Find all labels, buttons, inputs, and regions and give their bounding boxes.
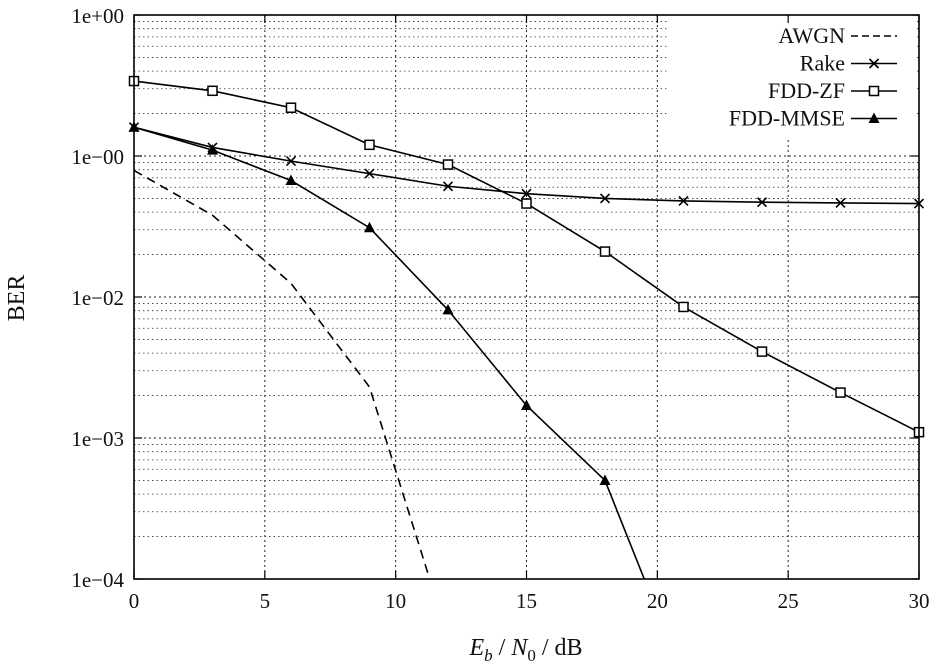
x-marker-stroke [285, 156, 297, 167]
x-tick-label: 15 [516, 589, 537, 613]
x-tick-label: 30 [909, 589, 930, 613]
x-tick-label: 20 [647, 589, 668, 613]
triangle-marker [364, 221, 375, 233]
x-marker-stroke [678, 195, 689, 207]
square-marker [868, 85, 880, 97]
x-marker-stroke [868, 58, 880, 69]
square-marker [442, 159, 454, 170]
square-marker [285, 102, 297, 113]
x-marker [599, 193, 611, 204]
square-marker [521, 198, 532, 209]
x-tick-label: 10 [385, 589, 406, 613]
y-tick-label: 1e−04 [71, 568, 124, 592]
x-marker [285, 156, 297, 167]
x-marker [442, 181, 454, 192]
x-axis-title-sub0: 0 [527, 646, 536, 663]
tick-labels: 0 5 10 15 20 25 30 1e+00 1e−00 1e−02 1e−03 1e−04 [71, 4, 929, 613]
series-line-fdd-mmse [133, 126, 645, 580]
x-marker-stroke [599, 193, 611, 204]
y-tick-label: 1e−00 [71, 145, 124, 169]
x-marker [678, 195, 689, 207]
square-marker [364, 139, 375, 151]
triangle-marker [442, 303, 454, 315]
triangle-marker [521, 399, 532, 411]
legend-label-fdd-zf: FDD-ZF [768, 78, 845, 103]
triangle-marker [285, 174, 297, 186]
square-marker [835, 387, 846, 398]
triangle-marker [207, 144, 218, 155]
x-tick-label: 25 [778, 589, 799, 613]
square-marker [756, 346, 768, 357]
x-marker [364, 168, 375, 179]
x-marker-stroke [442, 181, 454, 192]
x-axis-title-b: b [484, 646, 493, 663]
x-marker-stroke [756, 197, 768, 208]
series-line-awgn [133, 169, 431, 580]
square-marker [207, 85, 218, 97]
y-tick-label: 1e−02 [71, 286, 124, 310]
x-marker [756, 197, 768, 208]
grid [134, 15, 919, 579]
triangle-marker [868, 112, 880, 123]
y-tick-label: 1e−03 [71, 427, 124, 451]
x-tick-label: 5 [260, 589, 271, 613]
x-marker [521, 188, 532, 199]
legend-label-fdd-mmse: FDD-MMSE [729, 106, 845, 131]
x-axis-title: Eb / N0 / dB [468, 635, 582, 663]
y-axis-title: BER [4, 275, 30, 322]
x-marker [868, 58, 880, 69]
x-marker-stroke [364, 168, 375, 179]
x-tick-label: 0 [129, 589, 140, 613]
triangle-marker [599, 474, 611, 485]
square-marker [678, 301, 689, 313]
x-marker-stroke [835, 197, 846, 208]
x-axis-title-n: N [510, 635, 529, 661]
x-marker [835, 197, 846, 208]
y-tick-label: 1e+00 [71, 4, 124, 28]
legend-label-awgn: AWGN [778, 23, 845, 48]
marker-group [128, 75, 925, 485]
x-axis-title-unit: / dB [536, 635, 583, 661]
x-axis-title-e: E [468, 635, 484, 661]
legend-label-rake: Rake [800, 51, 845, 76]
x-marker-stroke [521, 188, 532, 199]
square-marker [599, 246, 611, 257]
x-axis-title-slash: / [493, 635, 512, 661]
